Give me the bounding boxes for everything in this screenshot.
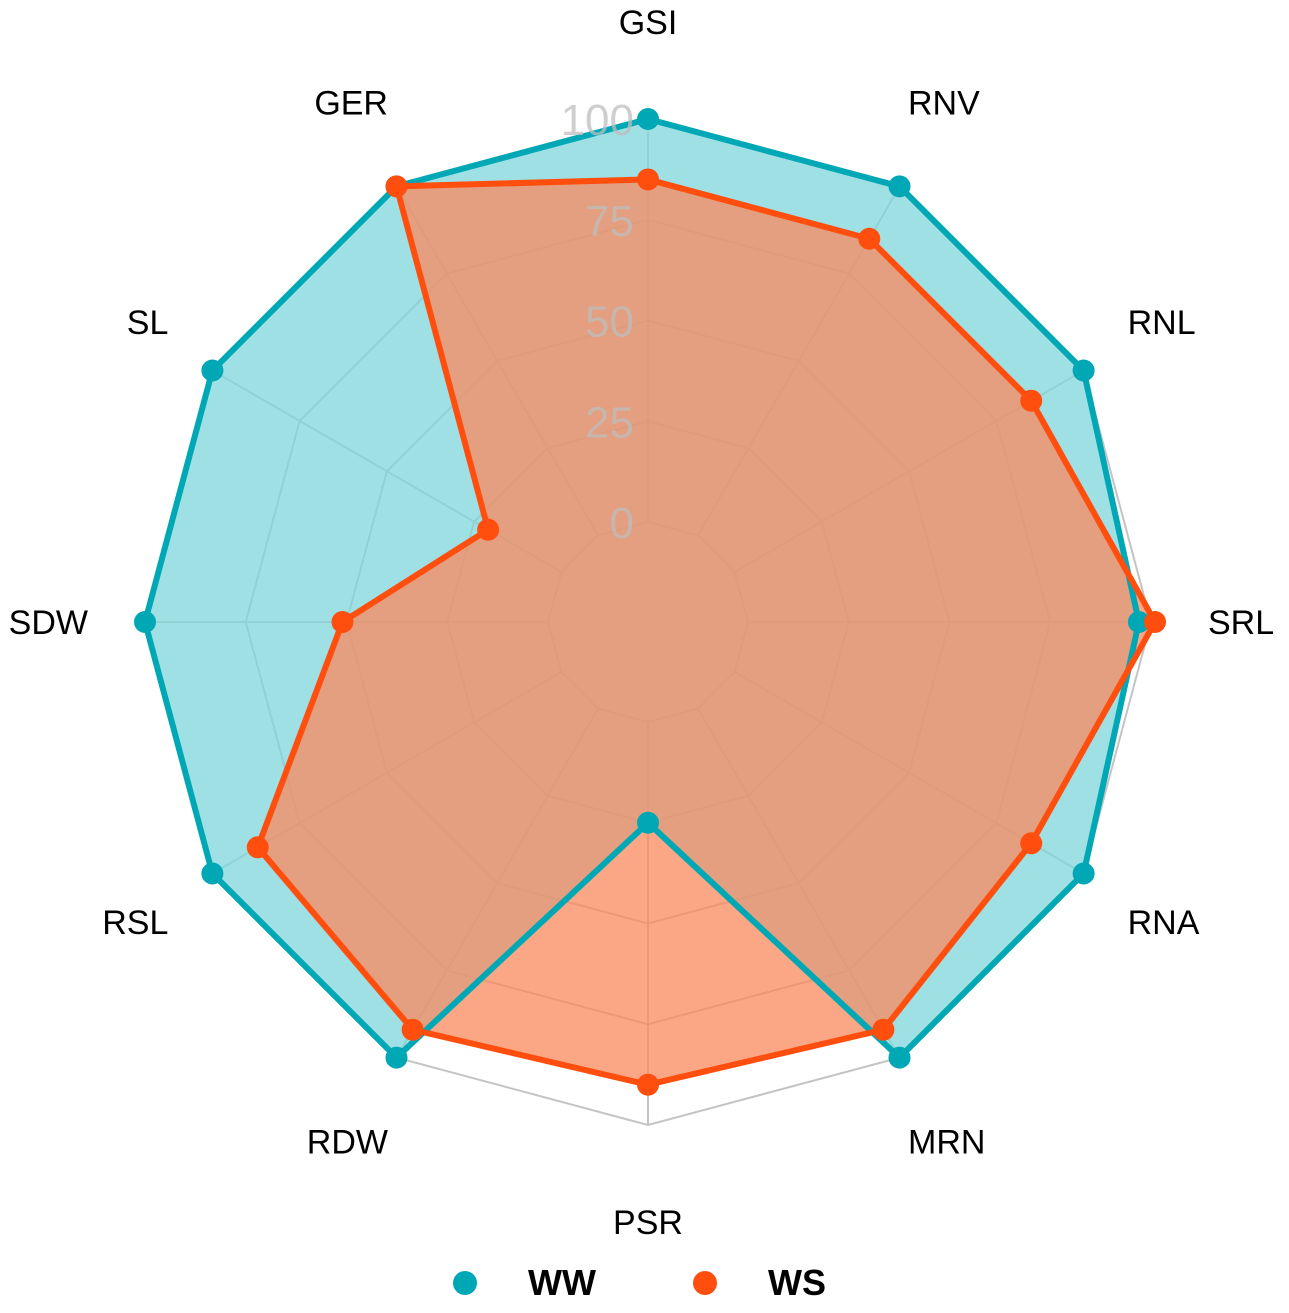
- point-ww-psr: [637, 811, 659, 834]
- point-ww-rdw: [385, 1046, 408, 1069]
- legend-item-ww: WW: [453, 1262, 596, 1303]
- axis-label-ger: GER: [314, 84, 388, 122]
- radar-axis-labels: GSI RNV RNL SRL RNA MRN PSR RDW RSL SDW SL GER: [9, 4, 1274, 1242]
- axis-label-sl: SL: [127, 304, 169, 342]
- point-ws-sdw: [331, 611, 354, 633]
- point-ws-sl: [477, 518, 500, 541]
- point-ws-psr: [637, 1073, 659, 1096]
- axis-label-rnl: RNL: [1128, 304, 1196, 342]
- axis-label-sdw: SDW: [9, 604, 88, 642]
- radar-tick-labels: 0 25 50 75 100: [561, 96, 634, 548]
- point-ws-rdw: [401, 1018, 424, 1041]
- point-ww-sdw: [134, 611, 156, 633]
- axis-label-rna: RNA: [1128, 904, 1200, 942]
- point-ww-gsi: [637, 108, 659, 130]
- axis-label-psr: PSR: [613, 1204, 683, 1242]
- tick-label-0: 0: [610, 499, 634, 548]
- point-ww-rnl: [1072, 359, 1095, 382]
- axis-label-gsi: GSI: [619, 4, 678, 42]
- tick-label-25: 25: [585, 398, 634, 447]
- point-ws-mrn: [872, 1018, 895, 1041]
- point-ww-sl: [201, 359, 224, 382]
- point-ww-rnv: [888, 175, 911, 198]
- tick-label-100: 100: [561, 96, 634, 145]
- point-ww-mrn: [888, 1046, 911, 1069]
- point-ww-rsl: [201, 862, 224, 885]
- radar-series: [134, 108, 1167, 1096]
- point-ws-rnv: [858, 227, 881, 250]
- point-ws-srl: [1144, 611, 1167, 633]
- legend: WW WS: [453, 1262, 826, 1303]
- tick-label-50: 50: [585, 298, 634, 347]
- axis-label-rdw: RDW: [307, 1124, 388, 1162]
- point-ww-srl: [1127, 611, 1150, 633]
- point-ws-rnl: [1020, 389, 1043, 412]
- point-ws-rsl: [246, 836, 269, 859]
- axis-label-srl: SRL: [1208, 604, 1274, 642]
- legend-marker-ww: [453, 1271, 477, 1295]
- point-ww-rna: [1072, 862, 1095, 885]
- point-ws-gsi: [637, 168, 659, 191]
- legend-label-ws: WS: [768, 1262, 826, 1303]
- legend-item-ws: WS: [693, 1262, 826, 1303]
- series-area-ws: [257, 179, 1156, 1085]
- legend-label-ww: WW: [528, 1262, 596, 1303]
- legend-marker-ws: [693, 1271, 717, 1295]
- point-ws-rna: [1020, 832, 1043, 855]
- point-ws-ger: [385, 175, 408, 198]
- axis-label-rsl: RSL: [102, 904, 168, 942]
- axis-label-rnv: RNV: [908, 84, 980, 122]
- tick-label-75: 75: [585, 197, 634, 246]
- axis-label-mrn: MRN: [908, 1124, 985, 1162]
